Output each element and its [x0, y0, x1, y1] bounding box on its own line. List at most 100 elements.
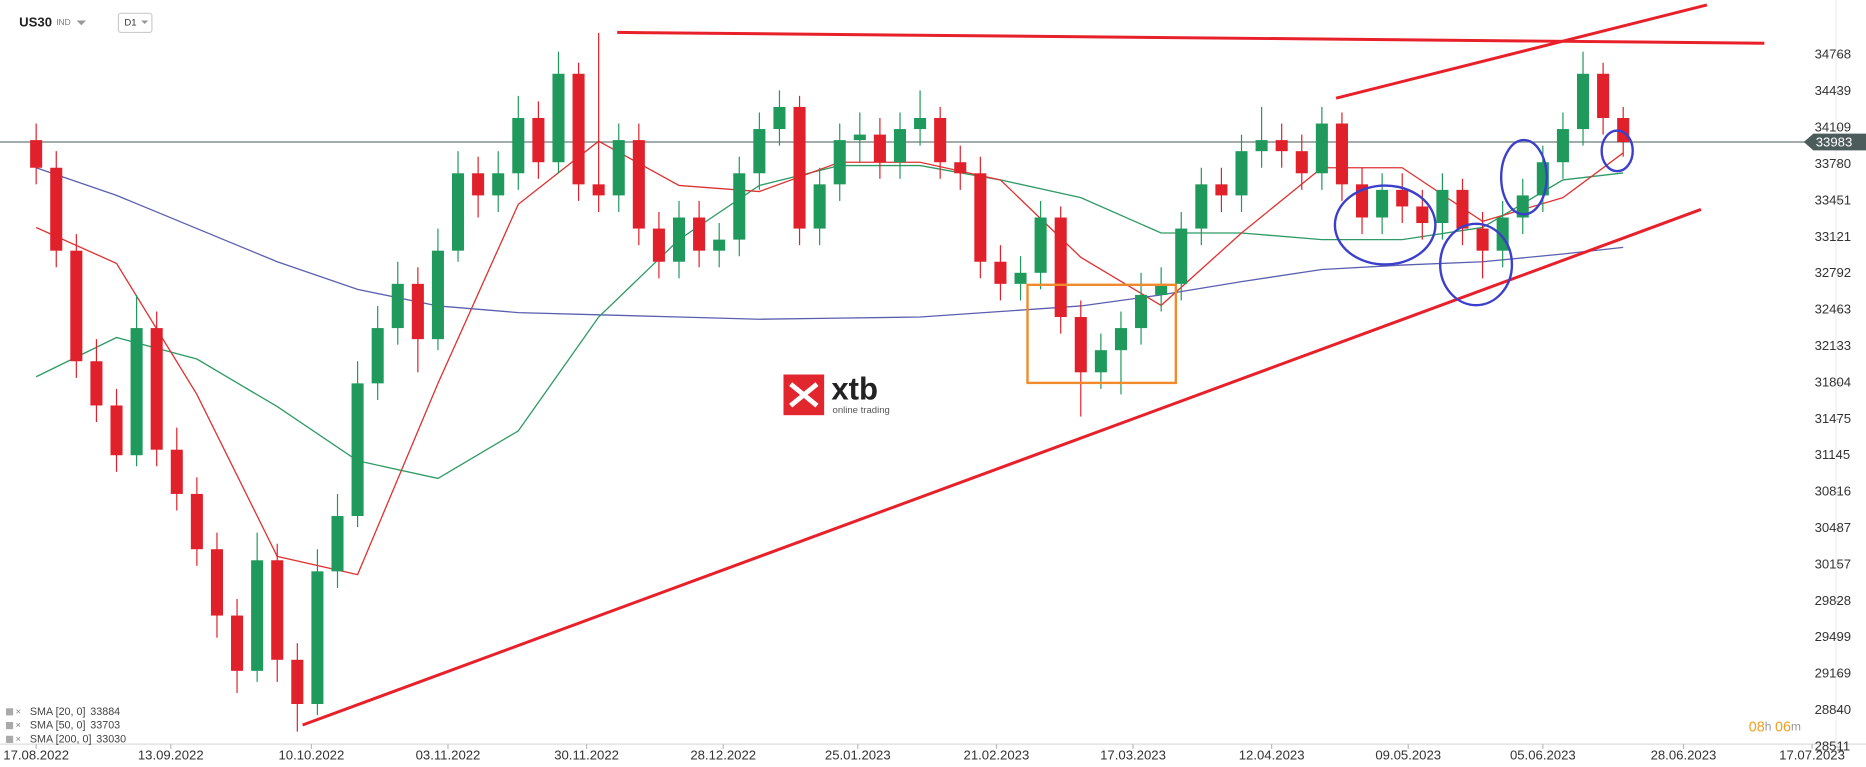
- candle-body: [632, 140, 645, 229]
- x-tick-label: 25.01.2023: [825, 748, 891, 763]
- x-tick-label: 28.06.2023: [1651, 748, 1717, 763]
- trend-line: [302, 208, 1702, 727]
- market: IND: [56, 17, 70, 27]
- candle-body: [793, 106, 806, 229]
- y-tick-label: 30157: [1815, 556, 1852, 571]
- x-tick-label: 10.10.2022: [278, 748, 344, 763]
- candle-body: [954, 162, 967, 174]
- legend-value: 33703: [90, 719, 120, 731]
- candle-body: [1175, 228, 1188, 284]
- candle-body: [753, 129, 766, 174]
- candle-body: [1195, 184, 1208, 229]
- minutes: 06: [1775, 719, 1791, 735]
- price-label: 33983: [1816, 135, 1853, 150]
- hours-unit: h: [1765, 720, 1772, 734]
- legend-name: SMA [20, 0]: [30, 706, 86, 718]
- candle-body: [1074, 317, 1087, 373]
- candle-body: [1135, 294, 1148, 329]
- candle-body: [492, 173, 505, 196]
- y-tick-label: 28511: [1815, 738, 1851, 753]
- candle-body: [271, 560, 284, 660]
- candle-body: [1235, 151, 1248, 196]
- y-tick-label: 28840: [1815, 702, 1852, 717]
- candle-body: [994, 261, 1007, 284]
- candle-body: [150, 328, 163, 450]
- candle-body: [190, 493, 203, 550]
- candle-body: [1034, 217, 1047, 273]
- candle-body: [110, 405, 123, 456]
- y-tick-label: 30816: [1815, 484, 1852, 499]
- dropdown-icon[interactable]: [141, 20, 149, 25]
- drawings: [302, 3, 1765, 727]
- x-tick-label: 13.09.2022: [138, 748, 204, 763]
- candle-body: [251, 560, 264, 671]
- candle-body: [90, 361, 103, 406]
- candle-body: [813, 184, 826, 229]
- legend-icon: [5, 722, 14, 730]
- y-tick-label: 29169: [1815, 666, 1852, 681]
- candle-body: [652, 228, 665, 262]
- candle-body: [1376, 189, 1389, 218]
- x-tick-label: 17.03.2023: [1100, 748, 1166, 763]
- candle-body: [1356, 184, 1369, 218]
- y-tick-label: 33780: [1815, 156, 1852, 171]
- candle-body: [1476, 228, 1489, 251]
- symbol[interactable]: US30: [19, 14, 52, 29]
- candle-body: [1576, 73, 1590, 130]
- candle-body: [672, 217, 686, 262]
- candle-body: [833, 140, 846, 185]
- y-tick-label: 32463: [1815, 302, 1852, 317]
- x-tick-label: 28.12.2022: [690, 748, 756, 763]
- y-tick-label: 34109: [1815, 120, 1852, 135]
- ellipse-highlight: [1499, 138, 1548, 216]
- candle-body: [733, 173, 746, 240]
- candle-body: [873, 134, 886, 163]
- candle-body: [532, 117, 545, 163]
- legend-value: 33030: [96, 733, 126, 745]
- x-tick-label: 30.11.2022: [554, 748, 619, 763]
- y-tick-label: 31145: [1815, 447, 1851, 462]
- x-tick-label: 17.07.2023: [1779, 748, 1845, 763]
- legend-close: ×: [16, 734, 22, 745]
- candle-body: [331, 516, 344, 572]
- candle-body: [291, 659, 304, 705]
- y-tick-label: 34439: [1815, 83, 1852, 98]
- candle-body: [1597, 73, 1610, 118]
- candle-body: [431, 250, 444, 340]
- candle-body: [1014, 272, 1027, 284]
- candle-body: [1295, 151, 1308, 174]
- interval-select[interactable]: [117, 12, 153, 34]
- candle-body: [1617, 117, 1630, 142]
- logo-x: [789, 382, 819, 408]
- candle-body: [70, 250, 83, 362]
- logo-tagline: online trading: [833, 405, 890, 416]
- candle-body: [130, 328, 143, 456]
- interval[interactable]: D1: [124, 17, 136, 28]
- x-tick-label: 21.02.2023: [964, 748, 1030, 763]
- candle-body: [853, 134, 866, 141]
- candle-body: [1054, 217, 1067, 318]
- candle-body: [231, 615, 244, 671]
- candle-body: [693, 217, 706, 251]
- candle-body: [512, 117, 525, 174]
- y-tick-label: 30487: [1815, 520, 1852, 535]
- candle-body: [612, 140, 625, 196]
- logo-brand: xtb: [831, 371, 878, 406]
- legend-close: ×: [16, 720, 22, 731]
- candle-body: [773, 106, 786, 130]
- candle-body: [934, 117, 947, 163]
- dropdown-icon[interactable]: [76, 20, 87, 26]
- candle-body: [1094, 350, 1107, 373]
- candle-body: [170, 449, 183, 494]
- legend-close: ×: [16, 706, 22, 717]
- sma-line: [35, 167, 1624, 320]
- candle-body: [1155, 283, 1168, 295]
- legend-entry: SMA [200, 0] 33030: [30, 733, 126, 745]
- legend-name: SMA [50, 0]: [30, 719, 86, 731]
- candle-body: [1275, 140, 1288, 152]
- candle-body: [1396, 189, 1409, 207]
- legend-entry: SMA [50, 0] 33703: [30, 719, 120, 731]
